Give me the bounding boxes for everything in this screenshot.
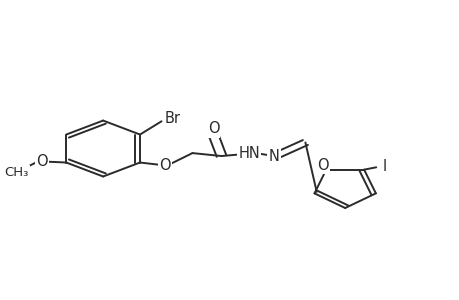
Text: O: O: [36, 154, 47, 169]
Text: CH₃: CH₃: [4, 166, 28, 179]
Text: Br: Br: [164, 111, 180, 126]
Text: O: O: [207, 122, 219, 136]
Text: O: O: [158, 158, 170, 173]
Text: N: N: [268, 149, 279, 164]
Text: O: O: [316, 158, 328, 173]
Text: HN: HN: [238, 146, 260, 160]
Text: I: I: [382, 159, 386, 174]
